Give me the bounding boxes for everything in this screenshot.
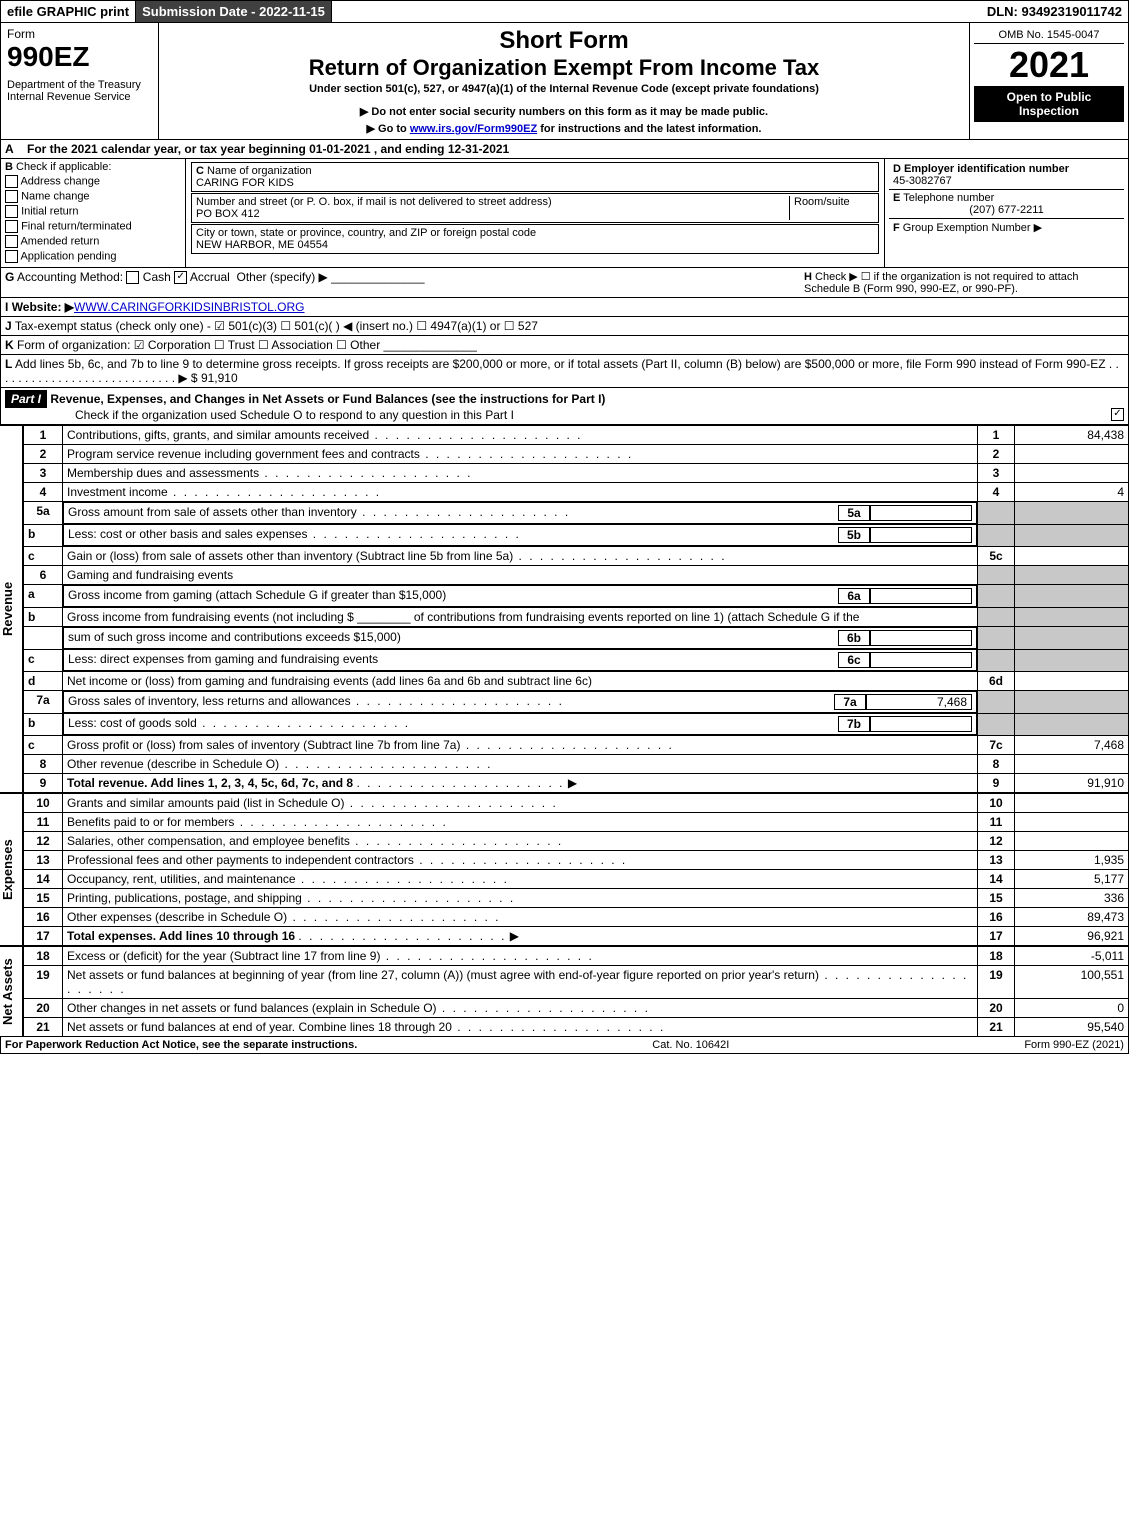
section-b: B Check if applicable: Address change Na… [1, 159, 186, 267]
irs-link[interactable]: www.irs.gov/Form990EZ [410, 123, 537, 135]
netassets-section: Net Assets 18Excess or (deficit) for the… [0, 946, 1129, 1037]
dln: DLN: 93492319011742 [981, 1, 1128, 22]
no-ssn-note: ▶ Do not enter social security numbers o… [165, 105, 963, 118]
dept-label: Department of the Treasury [7, 79, 152, 91]
line-l: L Add lines 5b, 6c, and 7b to line 9 to … [0, 355, 1129, 388]
section-c: C Name of organization CARING FOR KIDS N… [186, 159, 885, 267]
accrual-checkbox[interactable]: ✓ [174, 271, 187, 284]
line-21-amt: 95,540 [1015, 1018, 1129, 1037]
efile-label: efile GRAPHIC print [1, 1, 136, 22]
form-number: 990EZ [7, 41, 152, 73]
form-label: Form [7, 27, 152, 41]
line-19-amt: 100,551 [1015, 966, 1129, 999]
label-a: A [1, 140, 23, 158]
line-gh: G Accounting Method: Cash ✓ Accrual Othe… [0, 268, 1129, 298]
expenses-section: Expenses 10Grants and similar amounts pa… [0, 793, 1129, 946]
top-bar: efile GRAPHIC print Submission Date - 20… [0, 0, 1129, 23]
ein: 45-3082767 [893, 175, 952, 187]
footer-cat: Cat. No. 10642I [652, 1039, 729, 1051]
section-def: D Employer identification number 45-3082… [885, 159, 1128, 267]
line-k: K Form of organization: ☑ Corporation ☐ … [0, 336, 1129, 355]
room-suite-label: Room/suite [789, 196, 874, 220]
line-7a-amt: 7,468 [866, 694, 972, 710]
irs-label: Internal Revenue Service [7, 91, 152, 103]
line-1-amt: 84,438 [1015, 426, 1129, 445]
open-public-box: Open to Public Inspection [974, 86, 1124, 122]
telephone: (207) 677-2211 [893, 204, 1120, 216]
omb-number: OMB No. 1545-0047 [974, 27, 1124, 44]
revenue-vlabel: Revenue [0, 425, 23, 793]
return-title: Return of Organization Exempt From Incom… [165, 55, 963, 81]
revenue-section: Revenue 1Contributions, gifts, grants, a… [0, 425, 1129, 793]
page-footer: For Paperwork Reduction Act Notice, see … [0, 1037, 1129, 1054]
part1-header: Part I Revenue, Expenses, and Changes in… [0, 388, 1129, 425]
line-20-amt: 0 [1015, 999, 1129, 1018]
submission-date: Submission Date - 2022-11-15 [136, 1, 332, 22]
goto-note: ▶ Go to www.irs.gov/Form990EZ for instru… [165, 122, 963, 135]
line-i: I Website: ▶WWW.CARINGFORKIDSINBRISTOL.O… [0, 298, 1129, 317]
footer-right: Form 990-EZ (2021) [1024, 1039, 1124, 1051]
schedule-o-checkbox[interactable]: ✓ [1111, 408, 1124, 421]
line-17-amt: 96,921 [1015, 927, 1129, 946]
line-4-amt: 4 [1015, 483, 1129, 502]
line-j: J Tax-exempt status (check only one) - ☑… [0, 317, 1129, 336]
line-a: A For the 2021 calendar year, or tax yea… [0, 140, 1129, 159]
section-bcdef: B Check if applicable: Address change Na… [0, 159, 1129, 268]
line-13-amt: 1,935 [1015, 851, 1129, 870]
part1-checknote: Check if the organization used Schedule … [75, 408, 514, 422]
cash-checkbox[interactable] [126, 271, 139, 284]
line-15-amt: 336 [1015, 889, 1129, 908]
group-exemption-label: Group Exemption Number ▶ [903, 222, 1042, 234]
part1-label: Part I [5, 390, 47, 408]
form-header: Form 990EZ Department of the Treasury In… [0, 23, 1129, 140]
line-h-text: Check ▶ ☐ if the organization is not req… [804, 271, 1079, 295]
line-9-amt: 91,910 [1015, 774, 1129, 793]
line-16-amt: 89,473 [1015, 908, 1129, 927]
netassets-vlabel: Net Assets [0, 946, 23, 1037]
line-14-amt: 5,177 [1015, 870, 1129, 889]
org-name: CARING FOR KIDS [196, 177, 294, 189]
footer-left: For Paperwork Reduction Act Notice, see … [5, 1039, 357, 1051]
line-7c-amt: 7,468 [1015, 736, 1129, 755]
short-form-title: Short Form [165, 27, 963, 55]
expenses-vlabel: Expenses [0, 793, 23, 946]
website-link[interactable]: WWW.CARINGFORKIDSINBRISTOL.ORG [74, 300, 304, 314]
tax-year: 2021 [974, 44, 1124, 86]
line-a-text: For the 2021 calendar year, or tax year … [23, 140, 513, 158]
line-18-amt: -5,011 [1015, 947, 1129, 966]
city-state-zip: NEW HARBOR, ME 04554 [196, 239, 328, 251]
under-section: Under section 501(c), 527, or 4947(a)(1)… [165, 83, 963, 95]
street: PO BOX 412 [196, 208, 260, 220]
part1-heading: Revenue, Expenses, and Changes in Net As… [50, 392, 605, 406]
